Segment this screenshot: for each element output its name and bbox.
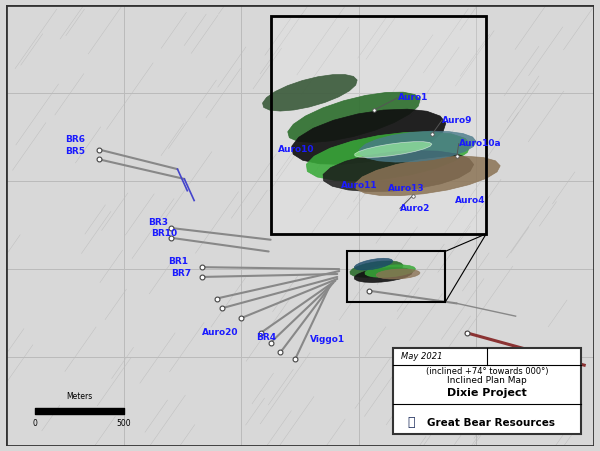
Polygon shape	[359, 131, 476, 162]
Polygon shape	[288, 92, 420, 143]
Polygon shape	[323, 151, 473, 192]
Polygon shape	[355, 156, 500, 196]
Text: BR4: BR4	[256, 333, 276, 342]
Text: Auro10a: Auro10a	[459, 139, 502, 148]
Text: Auro2: Auro2	[400, 204, 430, 213]
Text: Meters: Meters	[67, 392, 92, 401]
Text: (inclined +74° towards 000°): (inclined +74° towards 000°)	[426, 367, 548, 376]
Text: Auro9: Auro9	[442, 115, 473, 124]
Polygon shape	[292, 109, 446, 164]
Text: 500: 500	[116, 419, 131, 428]
Polygon shape	[350, 261, 403, 277]
Polygon shape	[365, 265, 416, 277]
Text: BR5: BR5	[65, 147, 85, 156]
Text: Auro20: Auro20	[202, 328, 239, 337]
Text: BR3: BR3	[148, 217, 168, 226]
Bar	[347, 252, 445, 303]
Text: Viggo1: Viggo1	[310, 335, 345, 344]
Bar	[271, 16, 486, 234]
Text: Great Bear Resources: Great Bear Resources	[427, 418, 555, 428]
Text: 🐾: 🐾	[407, 416, 415, 429]
Text: Auro4: Auro4	[455, 196, 485, 205]
Text: Auro11: Auro11	[341, 181, 378, 190]
Text: Auro13: Auro13	[388, 184, 425, 193]
Text: BR1: BR1	[168, 257, 188, 266]
Bar	[271, 16, 486, 234]
Text: Dixie Project: Dixie Project	[448, 387, 527, 398]
Text: BR10: BR10	[151, 229, 177, 238]
Text: BR7: BR7	[170, 268, 191, 277]
Text: May 2021: May 2021	[401, 352, 442, 361]
Polygon shape	[263, 74, 357, 111]
Text: Auro1: Auro1	[398, 93, 428, 102]
Polygon shape	[307, 132, 470, 181]
Text: 0: 0	[33, 419, 38, 428]
Text: BR6: BR6	[65, 135, 85, 144]
Bar	[393, 348, 581, 434]
Text: Inclined Plan Map: Inclined Plan Map	[448, 376, 527, 385]
Polygon shape	[355, 142, 432, 157]
Polygon shape	[376, 269, 420, 279]
Text: Auro10: Auro10	[278, 145, 315, 154]
Polygon shape	[355, 267, 413, 282]
Polygon shape	[355, 258, 393, 270]
